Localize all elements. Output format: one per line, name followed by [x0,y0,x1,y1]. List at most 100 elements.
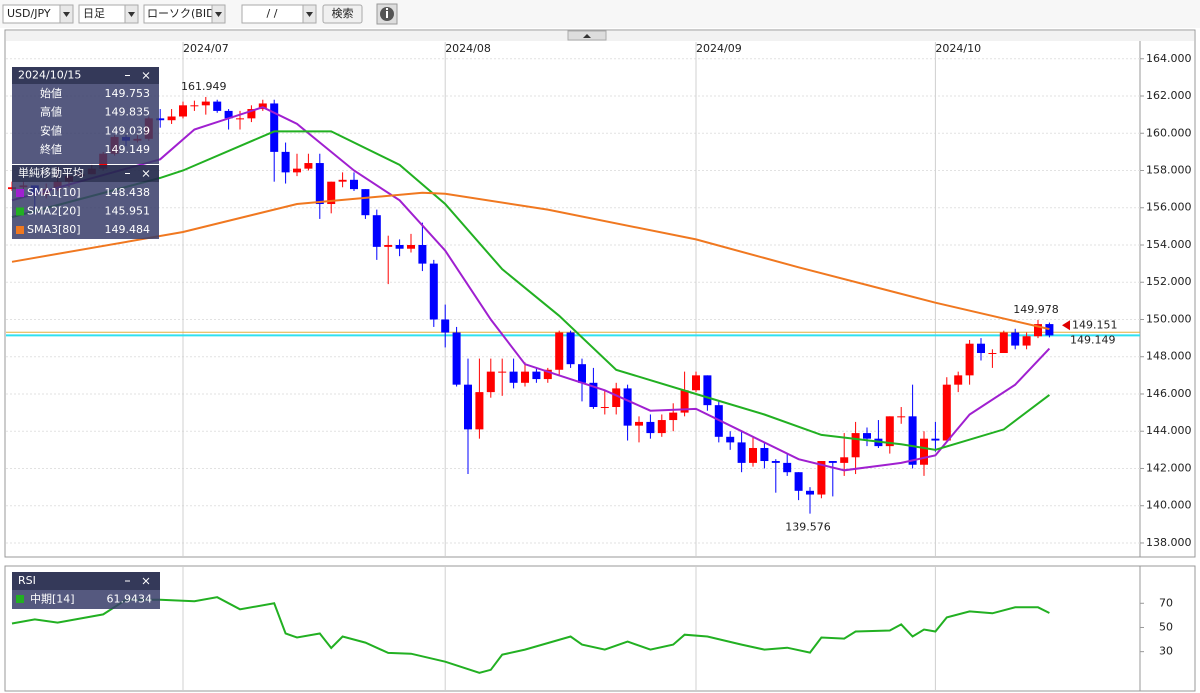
candle-body [931,438,940,441]
panel-header [12,67,159,84]
candle-body [589,382,598,408]
dropdown-arrow [215,12,222,17]
collapse-arrow [583,34,591,38]
line-series [11,596,1050,674]
candle-body [612,388,621,408]
y-tick-label: 150.000 [1146,312,1192,325]
legend-value: 61.9434 [107,593,153,606]
candle-body [578,364,586,383]
high-annotation: 149.978 [1013,303,1059,316]
dropdown-arrow [63,12,70,17]
candle-body [304,163,313,169]
candle-body [771,461,780,463]
ask-marker [1062,320,1070,331]
candle-body [395,244,404,249]
candle-body [999,332,1008,354]
line-series [11,106,1051,472]
candle-body [475,392,484,430]
candle-body [156,118,165,121]
candle-body [429,263,438,320]
bid-label: 149.149 [1070,333,1116,346]
legend-label: SMA2[20] [27,205,81,218]
panel-body [12,84,159,164]
legend-label: SMA3[80] [27,223,81,236]
candle-body [600,407,609,409]
info-icon-dot [386,8,388,10]
candle-body [783,462,792,473]
panel-body [12,590,160,609]
candle-body [167,116,176,121]
close-icon [142,170,150,177]
chart-type-text: ローソク(BID) [147,7,219,20]
candle-body [828,461,837,463]
panel-body [12,182,159,239]
candle-body [657,420,666,434]
y-tick-label: 162.000 [1146,89,1192,102]
candle-body [315,163,324,205]
candle-body [293,168,301,173]
candle-body [441,319,450,333]
x-tick-label: 2024/10 [935,42,981,55]
y-tick-label: 154.000 [1146,238,1192,251]
candle-body [418,244,427,264]
y-tick-label: 138.000 [1146,536,1192,549]
candle-body [988,353,997,355]
candle-body [897,416,906,418]
candle-body [749,447,757,463]
panel-header [12,165,159,182]
x-tick-label: 2024/08 [445,42,491,55]
panel-header [12,572,160,590]
legend-swatch [16,595,24,603]
info-icon-bar [386,11,388,18]
y-tick-label: 152.000 [1146,275,1192,288]
search-button[interactable] [322,4,363,24]
candle-body [521,371,529,383]
legend-label: SMA1[10] [27,186,81,199]
candle-body [623,388,632,426]
legend-swatch [16,207,24,216]
main-frame [4,29,1196,558]
y-tick-label: 70 [1159,596,1173,609]
ask-label: 149.151 [1072,318,1118,331]
candle-body [1034,324,1042,337]
ohlc-value: 149.039 [105,124,151,137]
candle-body [920,438,928,465]
candle-body [692,375,700,391]
x-tick-label: 2024/07 [183,42,229,55]
dropdown-arrow [128,12,135,17]
y-tick-label: 30 [1159,645,1173,658]
candle-body [566,332,575,365]
high-annotation: 161.949 [181,80,227,93]
candle-body [851,433,860,458]
y-tick-label: 156.000 [1146,201,1192,214]
candle-body [486,371,495,393]
close-icon [142,577,150,585]
legend-label: 中期[14] [30,593,75,606]
candle-body [338,179,347,182]
candle-body [350,179,358,190]
candle-body [806,490,814,495]
candle-body [452,332,461,385]
candle-body [247,109,256,119]
candle-body [680,390,689,413]
candle-body [794,472,803,491]
candle-body [669,412,678,421]
candle-body [407,244,415,249]
candle-body [942,384,951,441]
candle-body [543,369,552,380]
candle-body [635,421,643,426]
candle-body [760,447,769,462]
date-text: / / [267,7,278,20]
legend-swatch [16,189,24,197]
candle-body [817,461,826,495]
candle-body [1045,324,1054,336]
legend-value: 149.484 [105,223,151,236]
candle-body [201,101,210,106]
legend-value: 148.438 [105,186,151,199]
candle-body [384,244,393,247]
y-tick-label: 164.000 [1146,52,1192,65]
rsi-frame [4,565,1196,692]
info-panel: 2024/10/15 始値 149.753 高値 149.835 安値 149.039 終値 1… [12,67,160,609]
panel-date: 2024/10/15 [18,69,81,82]
candle-body [977,343,985,354]
